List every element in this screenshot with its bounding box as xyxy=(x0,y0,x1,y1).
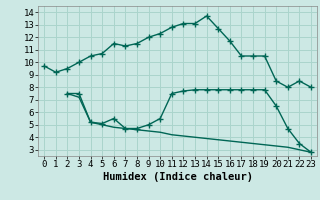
X-axis label: Humidex (Indice chaleur): Humidex (Indice chaleur) xyxy=(103,172,252,182)
